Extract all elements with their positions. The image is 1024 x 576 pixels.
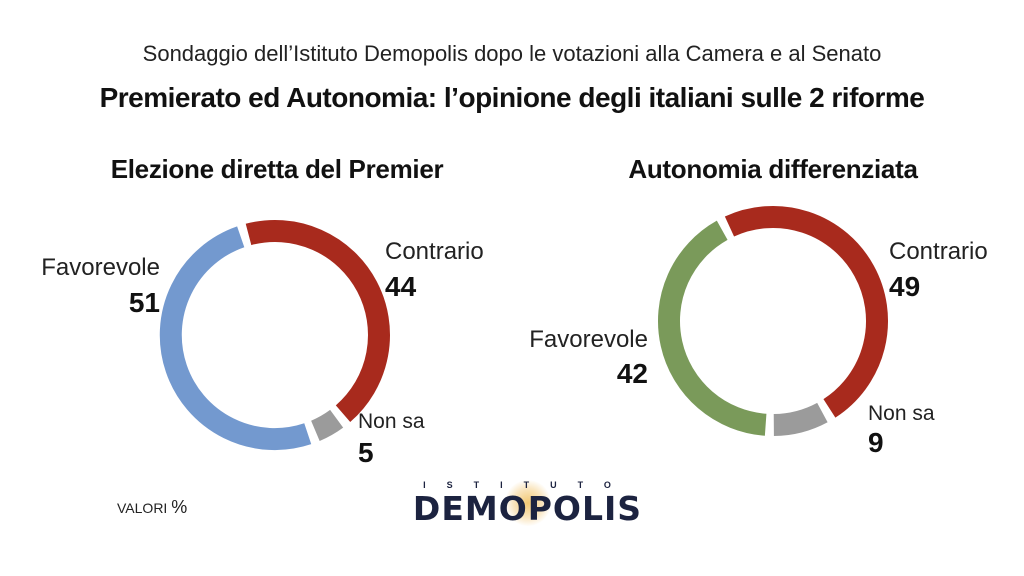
- chart-1-favorevole-label: Favorevole: [41, 254, 160, 281]
- page-title: Premierato ed Autonomia: l’opinione degl…: [99, 82, 925, 113]
- chart-1-contrario-label: Contrario: [385, 238, 484, 265]
- donut-2-slice-non-sa: [773, 402, 828, 436]
- chart-1-nonsa-value: 5: [358, 437, 374, 468]
- chart-2-contrario-value: 49: [889, 271, 921, 302]
- chart-2-favorevole-label: Favorevole: [529, 326, 648, 353]
- donut-chart-autonomia: [658, 206, 888, 436]
- chart-1-title: Elezione diretta del Premier: [110, 154, 444, 184]
- logo-glow: [505, 480, 551, 526]
- chart-1-contrario-value: 44: [385, 271, 417, 302]
- donut-1-slice-contrario: [245, 220, 390, 422]
- donut-1-slice-non-sa: [310, 409, 344, 441]
- values-note-text: VALORI: [117, 500, 168, 516]
- chart-2-title: Autonomia differenziata: [628, 154, 918, 184]
- demopolis-logo: ISTITUTO DEMOPOLIS: [400, 480, 655, 528]
- chart-2-nonsa-label: Non sa: [868, 402, 935, 425]
- donut-2-slice-contrario: [724, 206, 888, 418]
- chart-2-nonsa-value: 9: [868, 427, 884, 458]
- chart-1-nonsa-label: Non sa: [358, 410, 425, 433]
- logo-demopolis-text: DEMOPOLIS: [412, 489, 643, 528]
- donut-chart-premierato: [159, 220, 390, 451]
- values-note: VALORI %: [117, 497, 187, 518]
- chart-2-contrario-label: Contrario: [889, 238, 988, 265]
- logo-istituto-text: ISTITUTO: [423, 480, 632, 490]
- donut-1-slice-favorevole: [159, 226, 312, 451]
- survey-subtitle: Sondaggio dell’Istituto Demopolis dopo l…: [142, 41, 882, 66]
- chart-1-favorevole-value: 51: [128, 287, 160, 318]
- values-note-unit: %: [171, 497, 188, 517]
- donut-2-slice-favorevole: [658, 220, 767, 436]
- chart-2-favorevole-value: 42: [616, 358, 648, 389]
